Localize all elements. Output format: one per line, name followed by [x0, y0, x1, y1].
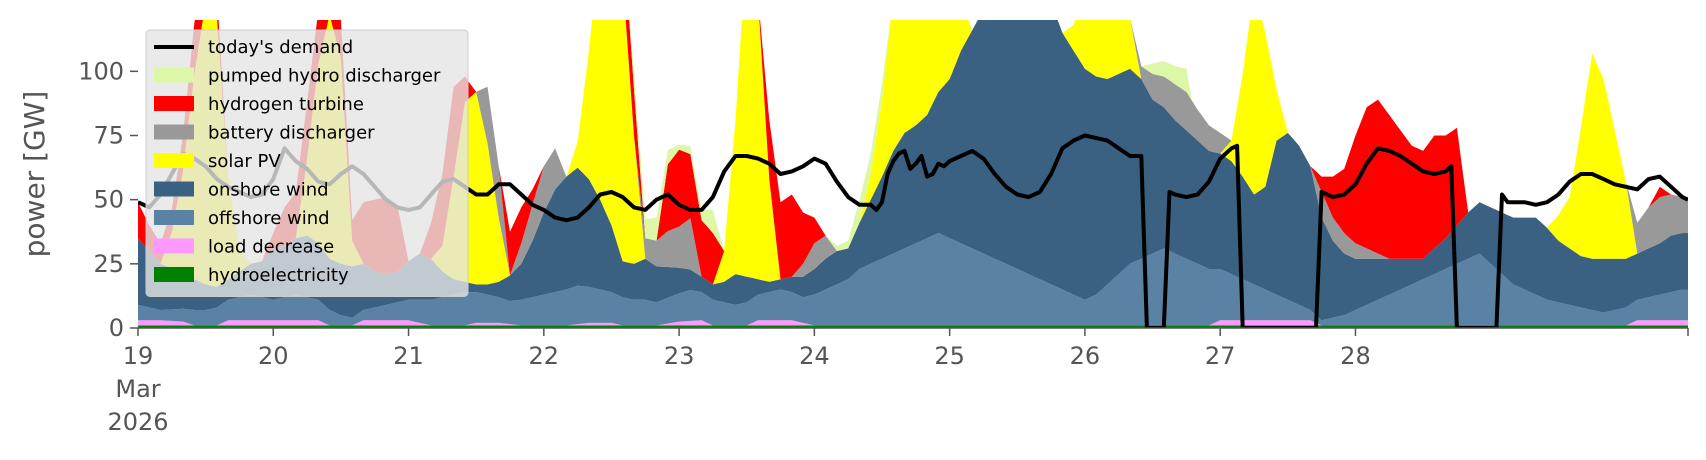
legend-swatch-onshore-wind [154, 181, 194, 197]
y-tick-label: 75 [93, 122, 124, 150]
x-tick-label: 28 [1340, 342, 1371, 370]
legend-swatch-pumped-hydro-discharger [154, 67, 194, 83]
x-tick-sublabel: Mar [115, 375, 160, 403]
x-tick-label: 20 [258, 342, 289, 370]
legend-label-hydrogen-turbine: hydrogen turbine [208, 94, 364, 115]
y-tick-label: 100 [78, 57, 124, 85]
legend-label-battery-discharger: battery discharger [208, 123, 375, 144]
y-tick-label: 0 [109, 314, 124, 342]
legend-label-solar-pv: solar PV [208, 151, 281, 172]
area-load-decrease [138, 320, 1688, 326]
area-onshore-wind [138, 20, 1688, 321]
x-tick-label: 24 [799, 342, 830, 370]
y-tick-label: 50 [93, 186, 124, 214]
legend-label-offshore-wind: offshore wind [208, 208, 330, 229]
axes: 0 25 50 75 100 19 Mar 2026 20 21 22 23 24 25 26 27 28 pow… [18, 57, 1689, 436]
legend-box [145, 29, 469, 297]
legend-swatch-hydrogen-turbine [154, 96, 194, 111]
x-tick-label: 22 [529, 342, 560, 370]
legend-label-onshore-wind: onshore wind [208, 180, 329, 201]
x-tick-label: 19 [123, 342, 154, 370]
x-tick-label: 27 [1205, 342, 1236, 370]
legend-swatch-load-decrease [154, 238, 194, 254]
x-tick-label: 21 [393, 342, 424, 370]
legend-label-hydroelectricity: hydroelectricity [208, 265, 349, 286]
x-tick-label: 25 [934, 342, 965, 370]
legend-swatch-offshore-wind [154, 210, 194, 225]
legend-swatch-solar-pv [154, 153, 194, 168]
legend-label-today-s-demand: today's demand [208, 37, 353, 58]
area-solar-pv [138, 20, 1688, 287]
legend-label-load-decrease: load decrease [208, 237, 334, 258]
y-axis-title: power [GW] [18, 91, 51, 258]
x-tick-label: 26 [1070, 342, 1101, 370]
legend-swatch-battery-discharger [154, 124, 194, 140]
legend: today's demand pumped hydro discharger hyd… [145, 29, 469, 297]
area-offshore-wind [138, 233, 1688, 326]
legend-swatch-hydroelectricity [154, 267, 194, 282]
x-tick-label: 23 [664, 342, 695, 370]
y-tick-label: 25 [93, 250, 124, 278]
area-hydrogen-turbine [138, 20, 1688, 285]
x-tick-sublabel: 2026 [107, 408, 168, 436]
legend-label-pumped-hydro-discharger: pumped hydro discharger [208, 66, 441, 87]
